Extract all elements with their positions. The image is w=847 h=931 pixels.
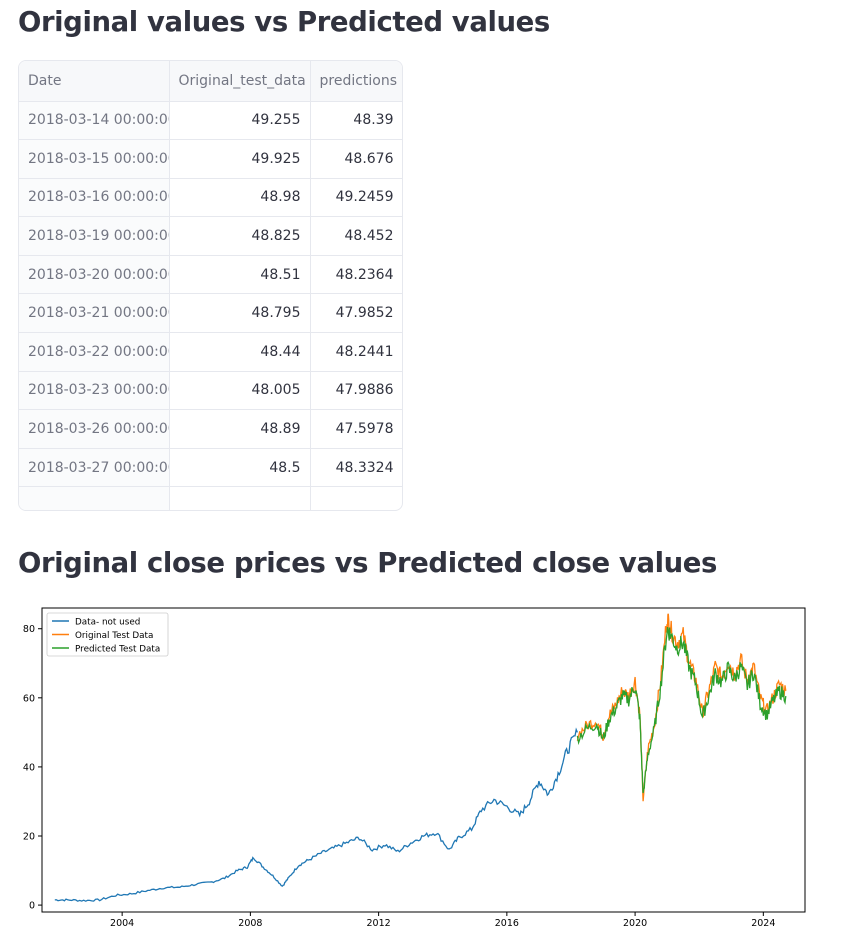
table-row-partial [19,486,402,510]
table-row: 2018-03-21 00:00:00 48.795 47.9852 [19,293,402,334]
cell-original[interactable]: 48.825 [169,216,311,256]
y-tick-label: 80 [23,624,35,635]
row-index[interactable]: 2018-03-21 00:00:00 [19,293,170,334]
cell-original[interactable]: 48.005 [169,371,311,411]
cell-original[interactable]: 48.795 [169,293,311,334]
row-index[interactable] [19,486,170,510]
y-tick-label: 20 [23,832,35,843]
cell-prediction[interactable]: 48.39 [310,101,402,141]
x-tick-label: 2020 [623,918,647,927]
legend-label: Data- not used [75,617,140,627]
cell-prediction[interactable]: 49.2459 [310,178,402,218]
legend-box [46,612,169,657]
x-tick-label: 2012 [367,918,391,927]
legend-label: Predicted Test Data [75,644,160,654]
row-index[interactable]: 2018-03-22 00:00:00 [19,332,170,372]
row-index[interactable]: 2018-03-16 00:00:00 [19,178,170,218]
table-row: 2018-03-14 00:00:00 49.255 48.39 [19,101,402,141]
cell-prediction[interactable]: 48.452 [310,216,402,256]
cell-prediction[interactable]: 48.3324 [310,448,402,488]
chart-svg: 0 20 40 60 80 2004 2008 2012 2016 2020 2024 Data- n… [23,607,806,929]
y-tick-label: 40 [23,762,35,773]
x-tick-label: 2008 [238,918,262,927]
section-title-original-vs-predicted: Original values vs Predicted values [18,6,550,38]
cell-prediction[interactable]: 47.9852 [310,293,402,334]
table-header-row: Date Original_test_data predictions [19,61,402,102]
cell-original[interactable]: 48.98 [169,178,311,218]
table-row: 2018-03-26 00:00:00 48.89 47.5978 [19,409,402,449]
cell-original[interactable]: 48.5 [169,448,311,488]
series-line-1 [54,727,578,902]
plot-area [41,607,806,913]
table-row: 2018-03-19 00:00:00 48.825 48.452 [19,216,402,256]
cell-prediction[interactable]: 48.676 [310,139,402,179]
column-header-predictions[interactable]: predictions [310,61,402,102]
cell-prediction[interactable] [310,486,402,510]
cell-original[interactable] [169,486,311,510]
row-index[interactable]: 2018-03-14 00:00:00 [19,101,170,141]
row-index[interactable]: 2018-03-23 00:00:00 [19,371,170,411]
cell-prediction[interactable]: 48.2441 [310,332,402,372]
data-table[interactable]: Date Original_test_data predictions 2018… [18,60,403,511]
cell-prediction[interactable]: 47.9886 [310,371,402,411]
x-tick-label: 2024 [751,918,775,927]
cell-original[interactable]: 48.51 [169,255,311,295]
row-index[interactable]: 2018-03-19 00:00:00 [19,216,170,256]
line-chart: 0 20 40 60 80 2004 2008 2012 2016 2020 2024 Data- n… [0,592,847,929]
row-index[interactable]: 2018-03-20 00:00:00 [19,255,170,295]
y-tick-label: 0 [29,901,35,912]
column-header-original[interactable]: Original_test_data [169,61,311,102]
cell-prediction[interactable]: 47.5978 [310,409,402,449]
row-index[interactable]: 2018-03-15 00:00:00 [19,139,170,179]
cell-original[interactable]: 49.255 [169,101,311,141]
cell-original[interactable]: 49.925 [169,139,311,179]
cell-original[interactable]: 48.44 [169,332,311,372]
table-row: 2018-03-22 00:00:00 48.44 48.2441 [19,332,402,372]
table-row: 2018-03-15 00:00:00 49.925 48.676 [19,139,402,179]
table-row: 2018-03-20 00:00:00 48.51 48.2364 [19,255,402,295]
row-index[interactable]: 2018-03-26 00:00:00 [19,409,170,449]
cell-original[interactable]: 48.89 [169,409,311,449]
cell-prediction[interactable]: 48.2364 [310,255,402,295]
table-row: 2018-03-16 00:00:00 48.98 49.2459 [19,178,402,218]
section-title-close-prices: Original close prices vs Predicted close… [18,547,718,579]
table-row: 2018-03-23 00:00:00 48.005 47.9886 [19,371,402,411]
x-tick-label: 2016 [495,918,519,927]
series-line-3 [576,626,787,794]
legend-label: Original Test Data [75,631,153,641]
x-tick-label: 2004 [110,918,134,927]
row-index[interactable]: 2018-03-27 00:00:00 [19,448,170,488]
column-header-date[interactable]: Date [19,61,170,102]
y-tick-label: 60 [23,693,35,704]
table-row: 2018-03-27 00:00:00 48.5 48.3324 [19,448,402,488]
